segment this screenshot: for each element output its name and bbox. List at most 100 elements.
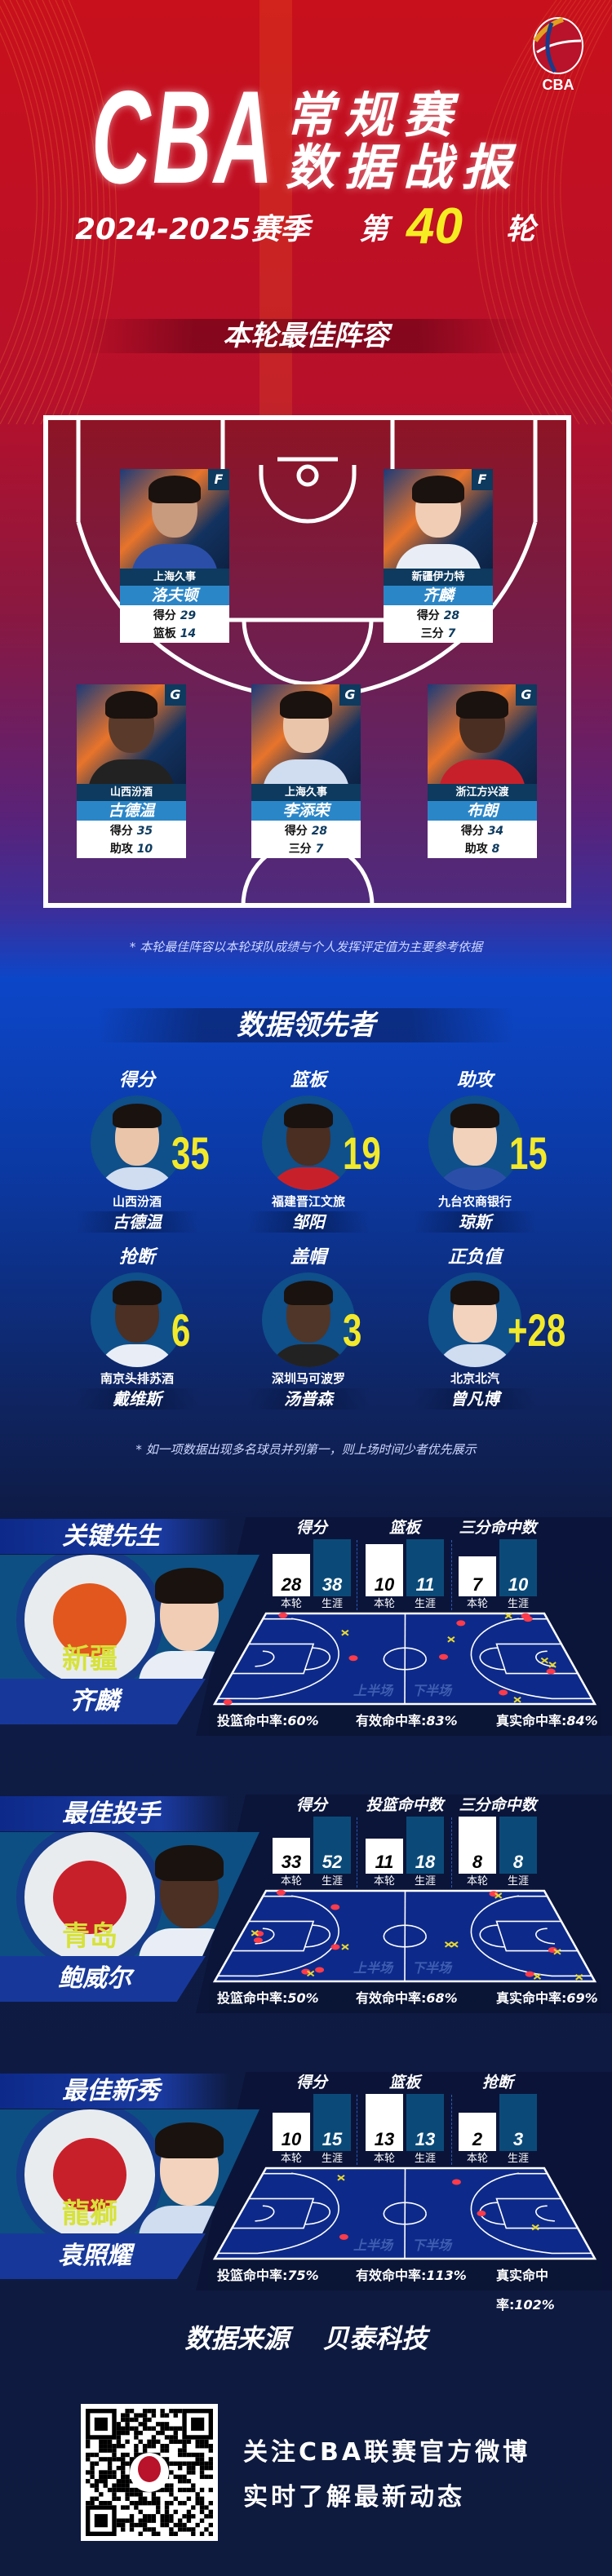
leader-photo	[428, 1095, 521, 1190]
percentage-label: 投篮命中率:	[217, 1990, 288, 2006]
player-name: 齐麟	[384, 586, 493, 605]
shooting-percentages: 投篮命中率:75% 有效命中率:113% 真实命中率:102%	[209, 2261, 601, 2313]
leader-photo	[262, 1273, 355, 1367]
bar-label: 生涯	[321, 1598, 343, 1610]
player-jersey	[88, 759, 175, 784]
metric-divider	[451, 1817, 452, 1888]
shot-chart	[212, 1612, 597, 1706]
metric-divider	[451, 2095, 452, 2165]
player-team: 山西汾酒	[77, 784, 186, 801]
leader-photo	[262, 1095, 355, 1190]
lineup-section-title: 本轮最佳阵容	[82, 319, 530, 353]
bar-value: 8	[512, 1852, 524, 1872]
team-logo-text: 青岛	[62, 1920, 118, 1953]
player-photo	[120, 469, 229, 569]
leader-category: 得分	[118, 1070, 155, 1091]
bar-label: 本轮	[373, 1875, 395, 1888]
player-stat: 得分 28	[384, 607, 493, 625]
decorative-lines	[0, 0, 612, 424]
lineup-card[interactable]: G 浙江方兴渡 布朗 得分 34 助攻 8	[428, 684, 537, 858]
player-hair	[105, 691, 157, 719]
lineup-card[interactable]: F 新疆伊力特 齐麟 得分 28 三分 7	[384, 469, 493, 643]
made-shot-marker	[548, 1947, 557, 1954]
made-shot-marker	[301, 1968, 311, 1975]
qr-code-icon	[86, 2409, 214, 2537]
second-half-label: 下半场	[412, 2237, 452, 2253]
bar-this-round	[273, 1554, 310, 1596]
player-hair	[450, 1104, 499, 1128]
player-jersey	[268, 1167, 348, 1190]
stat-value: 28	[443, 609, 460, 622]
stat-value: 7	[447, 627, 456, 640]
bar-label: 本轮	[280, 2153, 302, 2165]
second-half-label: 下半场	[412, 1960, 452, 1976]
made-shot-marker	[339, 2233, 348, 2240]
metric-label: 得分	[295, 1796, 327, 1814]
stat-label: 得分	[153, 609, 176, 622]
stat-label: 得分	[109, 825, 133, 838]
leader-photo	[91, 1273, 184, 1367]
lineup-card[interactable]: G 上海久事 李添荣 得分 28 三分 7	[251, 684, 361, 858]
position-badge: G	[516, 684, 537, 706]
leader-team: 福建晋江文旅	[271, 1194, 345, 1209]
missed-shot-marker	[504, 1613, 512, 1619]
percentage-label: 真实命中率:	[496, 1713, 567, 1728]
team-logo-text: 龍獅	[62, 2198, 118, 2230]
stat-value: 29	[180, 609, 197, 622]
bar-label: 本轮	[373, 2153, 395, 2165]
team-logo-text: 新疆	[62, 1643, 118, 1675]
metric-label: 篮板	[388, 1519, 420, 1537]
lineup-card[interactable]: F 上海久事 洛夫顿 得分 29 篮板 14	[120, 469, 229, 643]
player-photo	[428, 684, 537, 784]
leader-category: 抢断	[118, 1247, 155, 1268]
bar-value: 28	[281, 1574, 302, 1595]
missed-shot-marker	[540, 1657, 548, 1664]
bar-value: 13	[415, 2129, 436, 2149]
player-name: 李添荣	[251, 801, 361, 821]
position-badge: F	[208, 469, 229, 490]
svg-text:CBA: CBA	[543, 77, 574, 93]
position-badge: G	[165, 684, 186, 706]
weibo-qr-code[interactable]	[81, 2404, 218, 2541]
stat-label: 助攻	[109, 843, 133, 856]
lineup-card[interactable]: G 山西汾酒 古德温 得分 35 助攻 10	[77, 684, 186, 858]
bar-career	[499, 1817, 537, 1874]
percentage-value: 113%	[426, 2268, 467, 2283]
stat-label: 三分	[420, 627, 444, 640]
stat-label: 得分	[284, 825, 308, 838]
leader-category: 盖帽	[290, 1247, 326, 1268]
bar-label: 生涯	[414, 1875, 436, 1888]
round-prefix: 第	[359, 213, 389, 246]
bar-this-round	[366, 1839, 403, 1874]
spotlight-photo: 龍獅	[0, 2109, 259, 2233]
bar-label: 本轮	[466, 1598, 488, 1610]
team-logo: 新疆	[16, 1555, 163, 1679]
player-hair	[149, 476, 201, 503]
cba-logo-icon: CBA	[533, 17, 583, 93]
bar-career	[313, 2094, 351, 2151]
stat-label: 得分	[416, 609, 440, 622]
first-half-label: 上半场	[353, 1960, 393, 1976]
bar-label: 本轮	[373, 1598, 395, 1610]
player-hair	[456, 691, 508, 719]
spotlight-title: 最佳新秀	[0, 2074, 230, 2109]
team-logo-emblem	[53, 1583, 126, 1657]
missed-shot-marker	[575, 1974, 583, 1981]
player-name: 古德温	[77, 801, 186, 821]
player-stat: 助攻 10	[77, 840, 186, 858]
percentage-value: 75%	[287, 2268, 319, 2283]
bar-career	[313, 1539, 351, 1596]
player-stat: 三分 7	[251, 840, 361, 858]
bar-value: 18	[415, 1852, 436, 1872]
percentage-stat: 投篮命中率:50%	[217, 1984, 319, 2013]
player-hair	[280, 691, 332, 719]
stat-value: 14	[180, 627, 197, 640]
bar-label: 本轮	[466, 2153, 488, 2165]
player-jersey	[131, 544, 218, 569]
made-shot-marker	[315, 1967, 325, 1973]
bar-label: 生涯	[507, 2153, 529, 2165]
player-stat: 篮板 14	[120, 625, 229, 643]
leader-name: 曾凡博	[414, 1388, 536, 1410]
stat-label: 得分	[460, 825, 484, 838]
missed-shot-marker	[337, 2175, 345, 2181]
